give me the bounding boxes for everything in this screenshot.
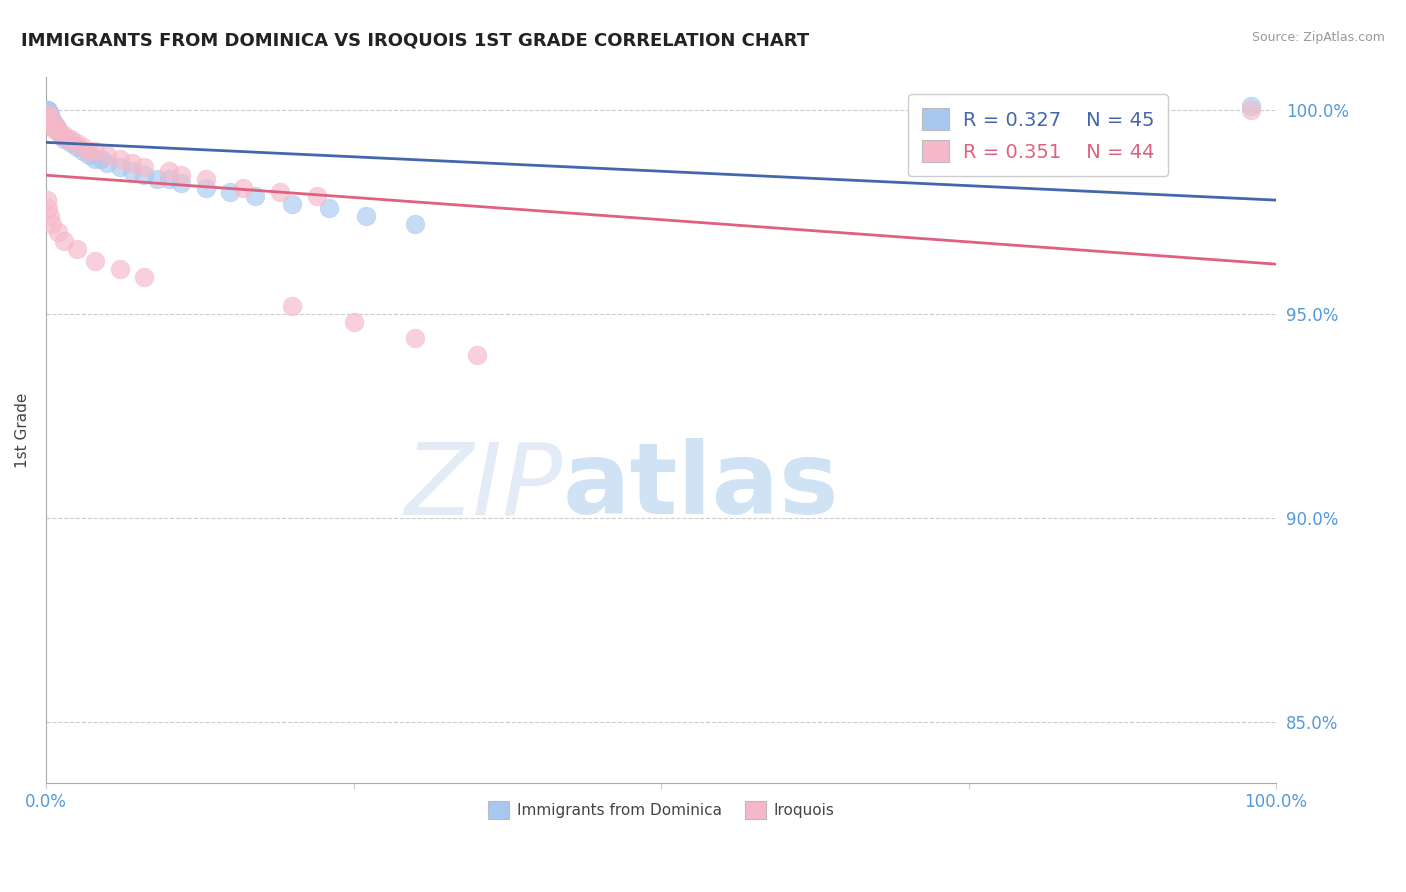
Point: [465, 348, 488, 362]
Point: [1240, 99, 1263, 113]
Text: IMMIGRANTS FROM DOMINICA VS IROQUOIS 1ST GRADE CORRELATION CHART: IMMIGRANTS FROM DOMINICA VS IROQUOIS 1ST…: [21, 31, 810, 49]
Point: [37, 107, 59, 121]
Point: [72, 140, 94, 154]
Point: [281, 299, 304, 313]
Point: [46, 123, 69, 137]
Point: [45, 120, 67, 134]
Point: [108, 160, 131, 174]
Point: [37, 115, 59, 129]
Point: [37, 112, 59, 126]
Point: [56, 131, 79, 145]
Point: [219, 185, 242, 199]
Point: [37, 201, 59, 215]
Point: [281, 197, 304, 211]
Point: [38, 115, 60, 129]
Point: [134, 270, 156, 285]
Point: [194, 180, 217, 194]
Point: [90, 152, 112, 166]
Point: [157, 164, 180, 178]
Point: [134, 160, 156, 174]
Point: [37, 115, 59, 129]
Text: Source: ZipAtlas.com: Source: ZipAtlas.com: [1251, 31, 1385, 45]
Point: [269, 185, 291, 199]
Point: [49, 128, 72, 142]
Point: [37, 103, 59, 117]
Point: [170, 177, 193, 191]
Point: [38, 107, 60, 121]
Point: [96, 148, 118, 162]
Legend: Immigrants from Dominica, Iroquois: Immigrants from Dominica, Iroquois: [481, 795, 841, 825]
Point: [38, 112, 60, 126]
Point: [404, 331, 426, 345]
Text: atlas: atlas: [562, 438, 839, 535]
Point: [305, 188, 328, 202]
Point: [84, 254, 107, 268]
Point: [39, 112, 62, 126]
Point: [53, 131, 76, 145]
Point: [42, 120, 65, 134]
Point: [66, 140, 89, 154]
Point: [243, 188, 266, 202]
Point: [46, 123, 69, 137]
Point: [53, 234, 76, 248]
Point: [404, 217, 426, 231]
Point: [96, 156, 118, 170]
Point: [145, 172, 167, 186]
Point: [46, 123, 69, 137]
Point: [37, 107, 59, 121]
Point: [72, 144, 94, 158]
Point: [37, 193, 59, 207]
Point: [37, 107, 59, 121]
Point: [59, 131, 82, 145]
Point: [232, 180, 254, 194]
Point: [134, 169, 156, 183]
Point: [41, 217, 63, 231]
Point: [59, 136, 82, 150]
Point: [46, 226, 69, 240]
Point: [41, 115, 63, 129]
Point: [37, 107, 59, 121]
Point: [108, 152, 131, 166]
Point: [37, 112, 59, 126]
Point: [108, 262, 131, 277]
Point: [37, 103, 59, 117]
Point: [38, 209, 60, 223]
Point: [66, 242, 89, 256]
Point: [39, 115, 62, 129]
Point: [44, 123, 66, 137]
Point: [38, 112, 60, 126]
Point: [37, 103, 59, 117]
Point: [1240, 103, 1263, 117]
Point: [44, 120, 66, 134]
Point: [49, 128, 72, 142]
Point: [170, 169, 193, 183]
Point: [66, 136, 89, 150]
Point: [342, 315, 364, 329]
Point: [56, 131, 79, 145]
Point: [39, 115, 62, 129]
Point: [121, 156, 143, 170]
Point: [45, 120, 67, 134]
Point: [121, 164, 143, 178]
Point: [41, 120, 63, 134]
Point: [84, 144, 107, 158]
Point: [354, 209, 377, 223]
Point: [42, 115, 65, 129]
Point: [318, 201, 340, 215]
Y-axis label: 1st Grade: 1st Grade: [15, 392, 30, 468]
Point: [41, 120, 63, 134]
Point: [84, 152, 107, 166]
Point: [37, 112, 59, 126]
Text: ZIP: ZIP: [405, 438, 562, 535]
Point: [77, 144, 100, 158]
Point: [37, 115, 59, 129]
Point: [157, 172, 180, 186]
Point: [77, 148, 100, 162]
Point: [53, 128, 76, 142]
Point: [194, 172, 217, 186]
